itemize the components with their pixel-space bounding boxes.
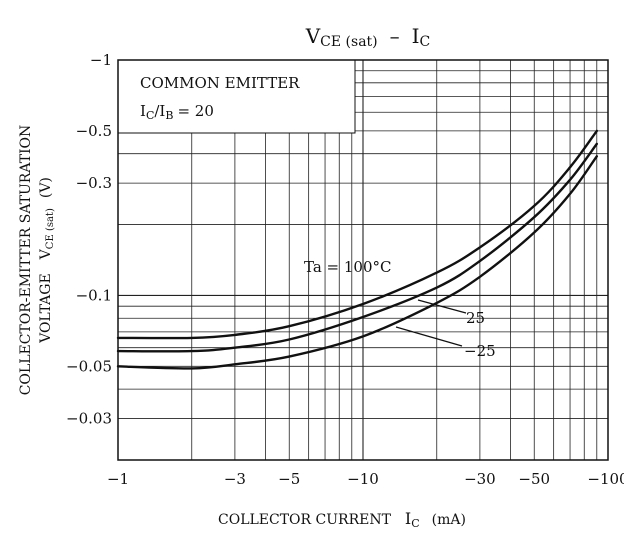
x-axis-label: COLLECTOR CURRENT IC (mA) [218,509,466,530]
plot-frame [117,59,609,461]
legend-line-1: COMMON EMITTER [140,74,300,92]
y-axis-label-line-1: COLLECTOR-EMITTER SATURATION [18,125,34,396]
y-tick-label: −0.3 [76,174,112,192]
x-tick-label: −10 [347,470,379,488]
annotation-ta-100: Ta = 100°C [304,258,392,276]
annotation-minus-25: −25 [464,342,496,360]
x-tick-label: −100 [587,470,624,488]
y-tick-label: −0.03 [66,410,112,428]
legend-box: COMMON EMITTER IC/IB = 20 [117,59,356,134]
x-tick-label: −30 [464,470,496,488]
y-tick-label: −0.1 [76,286,112,304]
curves [116,129,598,370]
y-tick-label: −0.05 [66,357,112,375]
x-tick-labels: −1 −3 −5 −10 −30 −50 −100 [107,470,624,488]
y-axis-label-line-2: VOLTAGEVCE (sat)(V) [38,177,56,344]
series-annotations: Ta = 100°C 25 −25 [304,258,496,360]
x-tick-label: −1 [107,470,129,488]
legend-line-2: IC/IB = 20 [140,102,214,122]
y-tick-labels: −1 −0.5 −0.3 −0.1 −0.05 −0.03 [66,51,112,428]
x-tick-label: −5 [278,470,300,488]
annotation-25: 25 [466,309,485,327]
x-tick-label: −50 [518,470,550,488]
series-line-2 [116,155,598,370]
series-line-1 [116,142,598,353]
y-tick-label: −1 [90,51,112,69]
series-line-0 [116,129,598,340]
leader-minus-25 [395,326,463,347]
chart-title: VCE (sat) – IC [305,24,431,50]
y-tick-label: −0.5 [76,122,112,140]
leader-25 [417,299,467,314]
x-tick-label: −3 [224,470,246,488]
